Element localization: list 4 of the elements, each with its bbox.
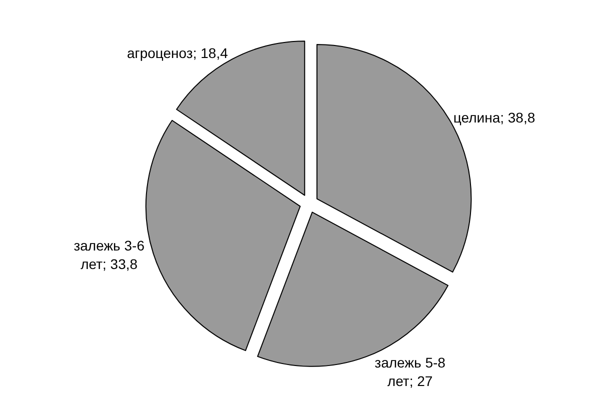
slice-label: залежь 5-8 лет; 27 [374, 354, 446, 389]
slice-label: агроценоз; 18,4 [126, 45, 228, 61]
slice-label: залежь 3-6 лет; 33,8 [74, 238, 145, 272]
slice-label: целина; 38,8 [453, 110, 536, 126]
